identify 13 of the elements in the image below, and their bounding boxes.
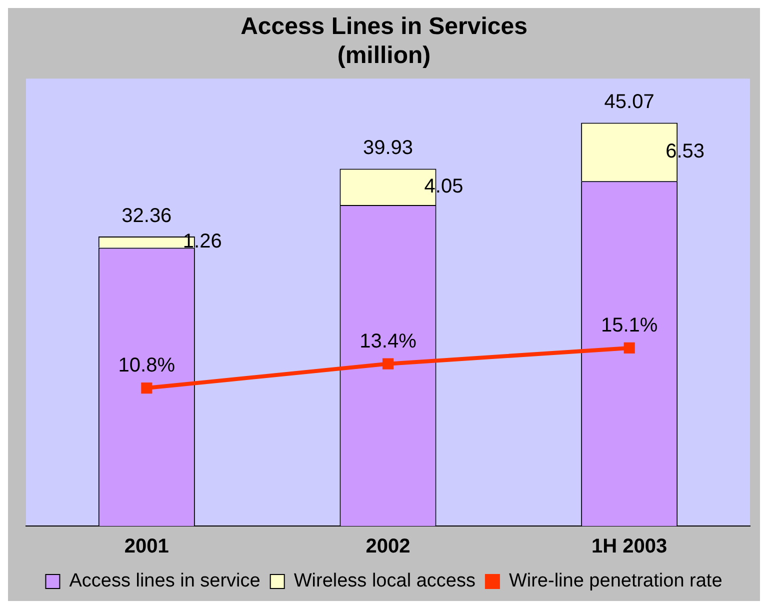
x-tick-label: 2002 <box>366 536 410 558</box>
total-label: 45.07 <box>604 91 654 114</box>
data-label: 15.1% <box>600 314 658 336</box>
total-label: 32.36 <box>122 204 172 227</box>
x-tick-label: 2001 <box>124 536 169 558</box>
data-label: 13.4% <box>360 330 417 352</box>
chart-title: Access Lines in Services (million) <box>240 13 528 69</box>
x-tick-label: 1H 2003 <box>592 536 668 558</box>
legend-label: Wireless local access <box>294 570 476 592</box>
total-label: 39.93 <box>362 137 414 160</box>
data-label: 10.8% <box>118 354 176 377</box>
legend-label: Access lines in service <box>69 570 260 592</box>
legend-label: Wire-line penetration rate <box>508 570 722 592</box>
